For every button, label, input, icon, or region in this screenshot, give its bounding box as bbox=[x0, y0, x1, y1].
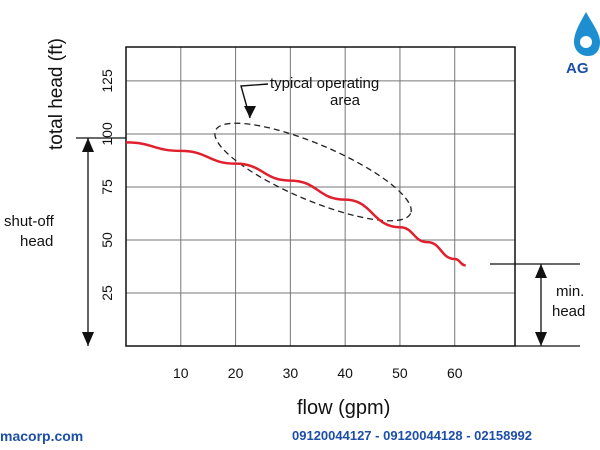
footer-phones: 09120044127 - 09120044128 - 02158992 bbox=[292, 428, 533, 443]
y-tick-label: 25 bbox=[99, 285, 115, 301]
y-tick-label: 75 bbox=[99, 179, 115, 195]
minhead-arrow-down bbox=[535, 332, 547, 346]
x-tick-label: 40 bbox=[337, 365, 353, 381]
minhead-arrow-up bbox=[535, 264, 547, 278]
x-tick-label: 10 bbox=[173, 365, 189, 381]
x-tick-label: 60 bbox=[447, 365, 463, 381]
operating-area-pointer bbox=[240, 83, 269, 119]
series-line bbox=[125, 141, 466, 267]
chart-grid bbox=[126, 47, 515, 346]
operating-area-ellipse bbox=[214, 122, 412, 222]
y-axis-label: total head (ft) bbox=[46, 38, 67, 150]
x-tick-label: 50 bbox=[392, 365, 408, 381]
logo-gear-icon bbox=[580, 36, 592, 48]
footer-website[interactable]: macorp.com bbox=[0, 428, 84, 444]
company-logo bbox=[574, 12, 600, 56]
x-tick-label: 20 bbox=[228, 365, 244, 381]
x-tick-label: 30 bbox=[283, 365, 299, 381]
operating-area-label-line1: typical operating bbox=[270, 75, 379, 92]
shutoff-arrow-down bbox=[82, 332, 94, 346]
minhead-label-line2: head bbox=[552, 303, 585, 320]
y-tick-label: 50 bbox=[99, 232, 115, 248]
operating-area-label-line2: area bbox=[330, 92, 361, 109]
x-axis-label: flow (gpm) bbox=[297, 397, 390, 419]
operating-area-arrowhead bbox=[244, 106, 256, 118]
shutoff-arrow-up bbox=[82, 138, 94, 152]
minhead-label-line1: min. bbox=[556, 283, 584, 300]
logo-text: AG bbox=[566, 60, 589, 77]
logo-drop-icon bbox=[574, 12, 600, 56]
shutoff-label-line1: shut-off bbox=[4, 213, 55, 230]
tick-labels: 10 20 30 40 50 60 25 50 75 100 125 bbox=[99, 69, 463, 381]
y-tick-label: 100 bbox=[99, 122, 115, 146]
plot-frame bbox=[125, 46, 516, 347]
y-tick-label: 125 bbox=[99, 69, 115, 93]
shutoff-label-line2: head bbox=[20, 233, 53, 250]
